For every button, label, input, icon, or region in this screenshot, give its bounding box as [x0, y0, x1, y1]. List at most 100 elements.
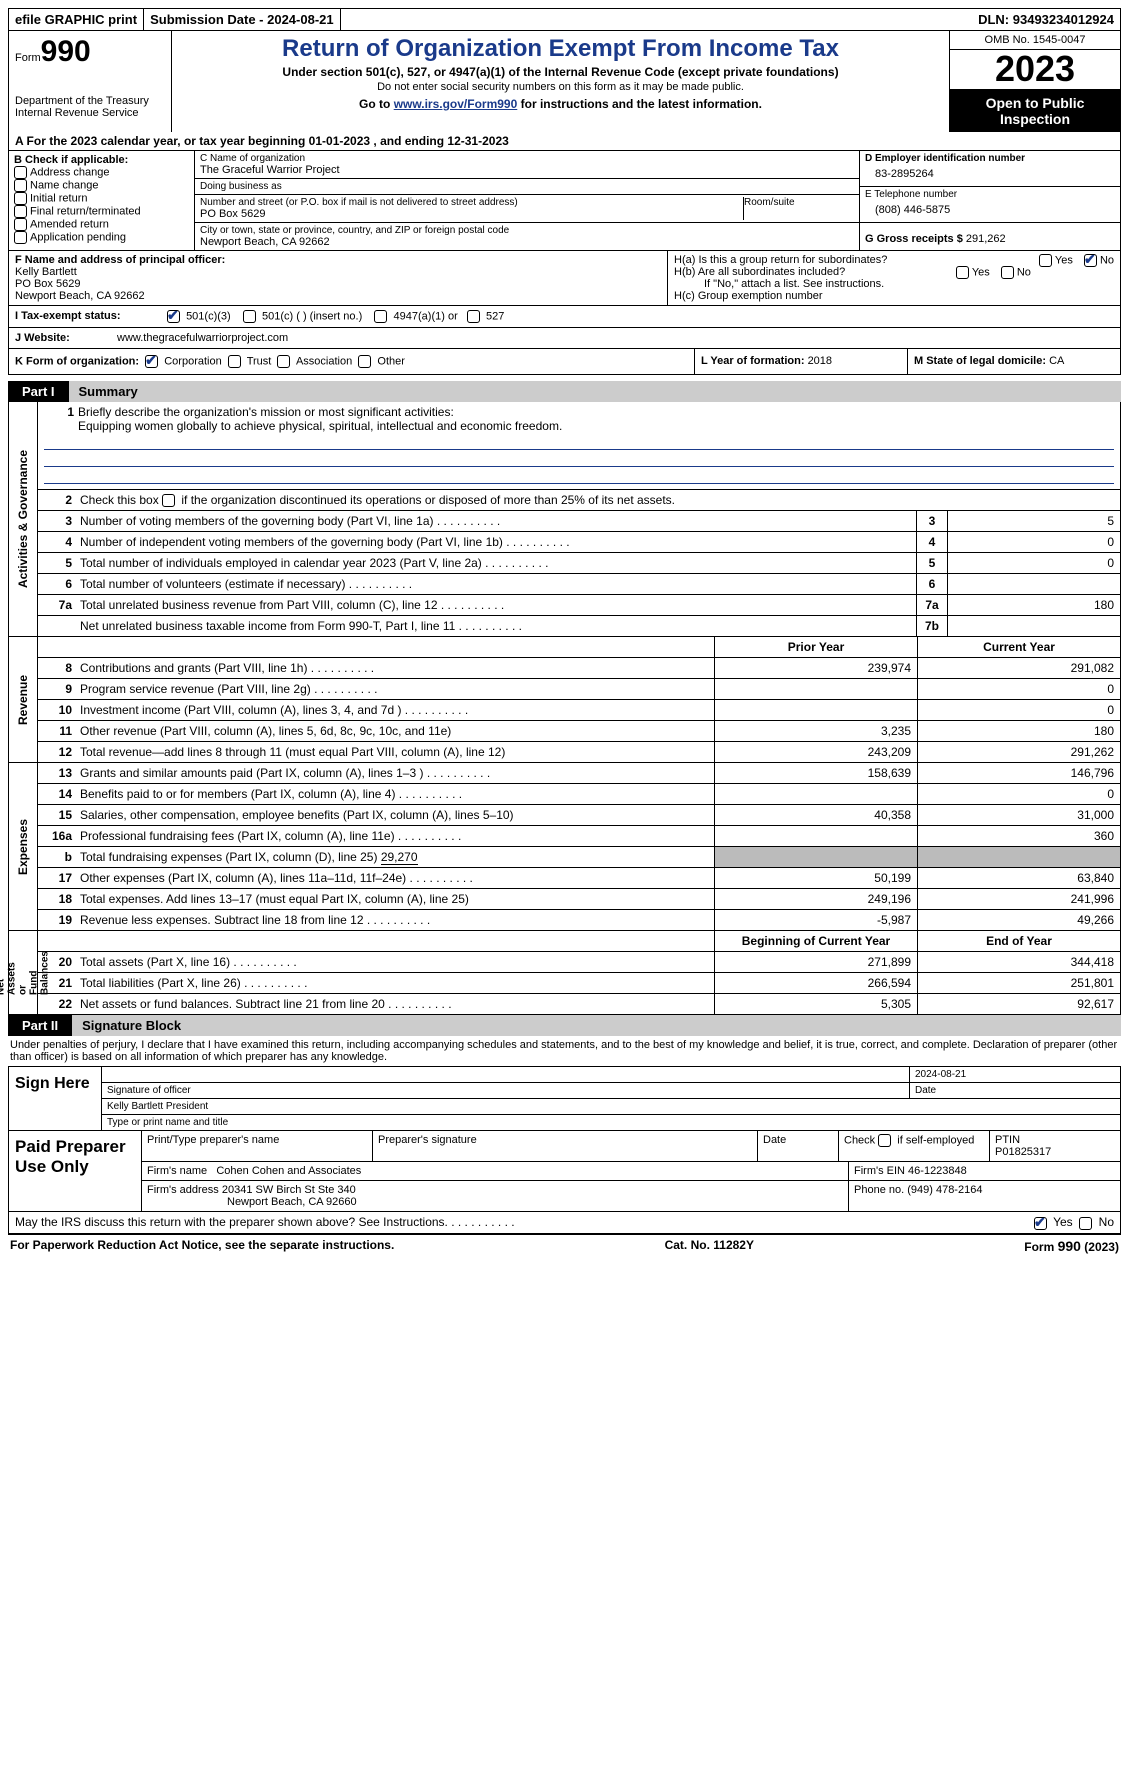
sign-date: 2024-08-21 [910, 1067, 1120, 1082]
line-3: 3Number of voting members of the governi… [38, 511, 1120, 532]
officer-name: Kelly Bartlett President [102, 1099, 1120, 1114]
part-i-header: Part I Summary [8, 381, 1121, 402]
line-13: 13Grants and similar amounts paid (Part … [38, 763, 1120, 784]
checkbox-hb-no[interactable] [1001, 266, 1014, 279]
section-net-assets: Net Assets or Fund Balances Beginning of… [8, 931, 1121, 1015]
line-10: 10Investment income (Part VIII, column (… [38, 700, 1120, 721]
checkbox-line2[interactable] [162, 494, 175, 507]
line-16a: 16aProfessional fundraising fees (Part I… [38, 826, 1120, 847]
line-6: 6Total number of volunteers (estimate if… [38, 574, 1120, 595]
row-m: M State of legal domicile: CA [908, 349, 1120, 374]
line-4: 4Number of independent voting members of… [38, 532, 1120, 553]
line-15: 15Salaries, other compensation, employee… [38, 805, 1120, 826]
box-c-address: Number and street (or P.O. box if mail i… [195, 195, 859, 223]
checkbox-4947[interactable] [374, 310, 387, 323]
tax-year: 2023 [950, 50, 1120, 90]
checkbox-ha-no[interactable] [1084, 254, 1097, 267]
row-a-tax-year: A For the 2023 calendar year, or tax yea… [8, 132, 1121, 151]
efile-label: efile GRAPHIC print [9, 9, 144, 30]
checkbox-association[interactable] [277, 355, 290, 368]
checkbox-discuss-no[interactable] [1079, 1217, 1092, 1230]
submission-date: Submission Date - 2024-08-21 [144, 9, 341, 30]
box-g-receipts: G Gross receipts $ 291,262 [860, 223, 1120, 247]
form-header: Form990 Department of the Treasury Inter… [8, 31, 1121, 132]
irs-link[interactable]: www.irs.gov/Form990 [394, 97, 518, 111]
checkbox-address-change[interactable] [14, 166, 27, 179]
form-subtitle: Under section 501(c), 527, or 4947(a)(1)… [178, 65, 943, 79]
line-21: 21Total liabilities (Part X, line 26)266… [38, 973, 1120, 994]
line-12: 12Total revenue—add lines 8 through 11 (… [38, 742, 1120, 762]
checkbox-hb-yes[interactable] [956, 266, 969, 279]
line-7b: Net unrelated business taxable income fr… [38, 616, 1120, 636]
line-19: 19Revenue less expenses. Subtract line 1… [38, 910, 1120, 930]
box-c-dba: Doing business as [195, 179, 859, 195]
section-activities-governance: Activities & Governance 1Briefly describ… [8, 402, 1121, 637]
part-ii-header: Part II Signature Block [8, 1015, 1121, 1036]
dln: DLN: 93493234012924 [972, 9, 1120, 30]
website-link[interactable]: www.thegracefulwarriorproject.com [117, 332, 288, 344]
perjury-statement: Under penalties of perjury, I declare th… [8, 1036, 1121, 1066]
open-to-public: Open to Public Inspection [950, 90, 1120, 132]
box-h: H(a) Is this a group return for subordin… [668, 251, 1120, 305]
section-expenses: Expenses 13Grants and similar amounts pa… [8, 763, 1121, 931]
line-22: 22Net assets or fund balances. Subtract … [38, 994, 1120, 1014]
checkbox-final-return[interactable] [14, 205, 27, 218]
sig-officer-label: Signature of officer [102, 1083, 910, 1098]
page-footer: For Paperwork Reduction Act Notice, see … [8, 1234, 1121, 1257]
paid-preparer-block: Paid Preparer Use Only Print/Type prepar… [8, 1131, 1121, 1212]
vtab-net-assets: Net Assets or Fund Balances [0, 951, 51, 995]
vtab-expenses: Expenses [16, 819, 30, 875]
dept-label: Department of the Treasury Internal Reve… [15, 95, 165, 119]
checkbox-other[interactable] [358, 355, 371, 368]
row-k: K Form of organization: Corporation Trus… [9, 349, 695, 374]
checkbox-initial-return[interactable] [14, 192, 27, 205]
checkbox-527[interactable] [467, 310, 480, 323]
line-2: 2Check this box if the organization disc… [38, 490, 1120, 511]
self-employed: Check if self-employed [839, 1131, 990, 1161]
revenue-header: Prior YearCurrent Year [38, 637, 1120, 658]
firm-address: Firm's address 20341 SW Birch St Ste 340… [142, 1181, 849, 1211]
checkbox-501c[interactable] [243, 310, 256, 323]
line-5: 5Total number of individuals employed in… [38, 553, 1120, 574]
vtab-revenue: Revenue [16, 675, 30, 725]
checkbox-discuss-yes[interactable] [1034, 1217, 1047, 1230]
topbar: efile GRAPHIC print Submission Date - 20… [8, 8, 1121, 31]
line-20: 20Total assets (Part X, line 16)271,8993… [38, 952, 1120, 973]
firm-phone: Phone no. (949) 478-2164 [849, 1181, 1120, 1211]
instructions-link: Go to www.irs.gov/Form990 for instructio… [178, 97, 943, 111]
box-c-name: C Name of organization The Graceful Warr… [195, 151, 859, 179]
firm-name: Firm's name Cohen Cohen and Associates [142, 1162, 849, 1180]
line-14: 14Benefits paid to or for members (Part … [38, 784, 1120, 805]
row-j: J Website: www.thegracefulwarriorproject… [8, 328, 1121, 349]
firm-ein: Firm's EIN 46-1223848 [849, 1162, 1120, 1180]
form-title: Return of Organization Exempt From Incom… [178, 35, 943, 63]
checkbox-amended-return[interactable] [14, 218, 27, 231]
line-16b: bTotal fundraising expenses (Part IX, co… [38, 847, 1120, 868]
checkbox-self-employed[interactable] [878, 1134, 891, 1147]
vtab-activities: Activities & Governance [16, 450, 30, 588]
box-c-city: City or town, state or province, country… [195, 223, 859, 250]
ssn-note: Do not enter social security numbers on … [178, 81, 943, 93]
row-l: L Year of formation: 2018 [695, 349, 908, 374]
checkbox-corporation[interactable] [145, 355, 158, 368]
row-i: I Tax-exempt status: 501(c)(3) 501(c) ( … [8, 306, 1121, 328]
line-18: 18Total expenses. Add lines 13–17 (must … [38, 889, 1120, 910]
line-7a: 7aTotal unrelated business revenue from … [38, 595, 1120, 616]
section-revenue: Revenue Prior YearCurrent Year 8Contribu… [8, 637, 1121, 763]
ptin: PTINP01825317 [990, 1131, 1120, 1161]
grid-fh: F Name and address of principal officer:… [8, 251, 1121, 306]
box-d-ein: D Employer identification number 83-2895… [860, 151, 1120, 187]
checkbox-application-pending[interactable] [14, 231, 27, 244]
checkbox-501c3[interactable] [167, 310, 180, 323]
checkbox-name-change[interactable] [14, 179, 27, 192]
line-17: 17Other expenses (Part IX, column (A), l… [38, 868, 1120, 889]
netassets-header: Beginning of Current YearEnd of Year [38, 931, 1120, 952]
line-11: 11Other revenue (Part VIII, column (A), … [38, 721, 1120, 742]
line-8: 8Contributions and grants (Part VIII, li… [38, 658, 1120, 679]
checkbox-trust[interactable] [228, 355, 241, 368]
line-1: 1Briefly describe the organization's mis… [38, 402, 1120, 490]
sign-here-block: Sign Here 2024-08-21 Signature of office… [8, 1066, 1121, 1131]
line-9: 9Program service revenue (Part VIII, lin… [38, 679, 1120, 700]
checkbox-ha-yes[interactable] [1039, 254, 1052, 267]
form-number: Form990 [15, 35, 165, 69]
